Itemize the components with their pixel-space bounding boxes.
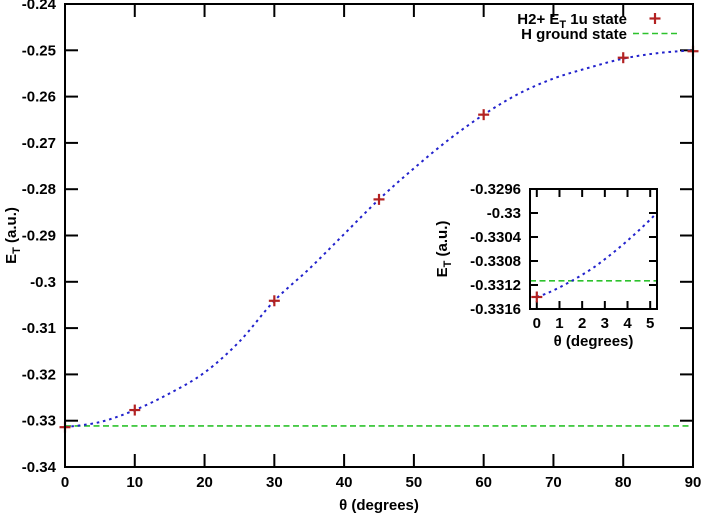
x-tick-label: 0 [61, 474, 69, 491]
legend-plus-sample [649, 13, 661, 24]
y-tick-label: -0.27 [22, 135, 56, 152]
x-tick-label: 3 [601, 315, 609, 332]
y-tick-label: -0.25 [22, 42, 56, 59]
y-axis-label: ET (a.u.) [434, 221, 454, 278]
data-point-marker [129, 404, 141, 416]
x-tick-label: 4 [623, 315, 632, 332]
y-tick-label: -0.26 [22, 89, 56, 106]
x-tick-label: 50 [406, 474, 423, 491]
data-point-marker [268, 295, 280, 307]
y-tick-label: -0.3304 [470, 229, 522, 246]
x-axis-label: θ (degrees) [339, 497, 419, 514]
y-tick-label: -0.32 [22, 366, 56, 383]
plot-frame [64, 3, 694, 468]
data-points [531, 291, 543, 303]
energy-curve [536, 211, 658, 298]
data-point-marker [617, 52, 629, 64]
main-plot: 0 10 20 30 40 50 60 70 80 90-0.24-0.25-0.26-0.27-… [3, 0, 701, 514]
axis-ticks [530, 188, 657, 310]
y-tick-label: -0.33 [487, 205, 521, 222]
y-tick-label: -0.3 [30, 274, 56, 291]
data-point-marker [531, 291, 543, 303]
plot-frame [529, 188, 658, 310]
x-tick-label: 60 [475, 474, 492, 491]
inset-plot: 0 1 2 3 4 5 -0.3296 -0.33 -0.3304 -0.3308 -0.3312 -… [434, 181, 658, 350]
tick-labels: 0 1 2 3 4 5 -0.3296 -0.33 -0.3304 -0.3308 -0.3312 -… [470, 181, 654, 332]
x-axis-label: θ (degrees) [554, 333, 634, 350]
y-tick-label: -0.29 [22, 228, 56, 245]
energy-curve [64, 49, 694, 429]
x-tick-label: 5 [646, 315, 654, 332]
y-tick-label: -0.3296 [470, 181, 521, 198]
y-tick-label: -0.3316 [470, 301, 521, 318]
y-tick-label: -0.33 [22, 413, 56, 430]
data-points [59, 45, 699, 433]
y-axis-label: ET (a.u.) [3, 207, 23, 264]
y-tick-label: -0.24 [22, 0, 57, 13]
legend-label: H ground state [521, 26, 627, 43]
x-tick-label: 0 [533, 315, 541, 332]
y-tick-label: -0.31 [22, 320, 56, 337]
x-tick-label: 40 [336, 474, 353, 491]
x-tick-label: 30 [266, 474, 283, 491]
y-tick-label: -0.28 [22, 181, 56, 198]
x-tick-label: 1 [555, 315, 563, 332]
x-tick-label: 90 [685, 474, 702, 491]
x-tick-label: 2 [578, 315, 586, 332]
data-point-marker [373, 193, 385, 205]
x-tick-label: 10 [126, 474, 143, 491]
y-tick-label: -0.3308 [470, 253, 521, 270]
x-tick-label: 70 [545, 474, 562, 491]
x-tick-label: 80 [615, 474, 632, 491]
x-tick-label: 20 [196, 474, 213, 491]
tick-labels: 0 10 20 30 40 50 60 70 80 90-0.24-0.25-0.26-0.27-… [22, 0, 702, 491]
y-tick-label: -0.34 [22, 459, 57, 476]
y-tick-label: -0.3312 [470, 277, 521, 294]
axis-ticks [64, 3, 694, 468]
data-point-marker [478, 109, 490, 121]
legend-label: H2+ ET 1u state [517, 11, 627, 31]
